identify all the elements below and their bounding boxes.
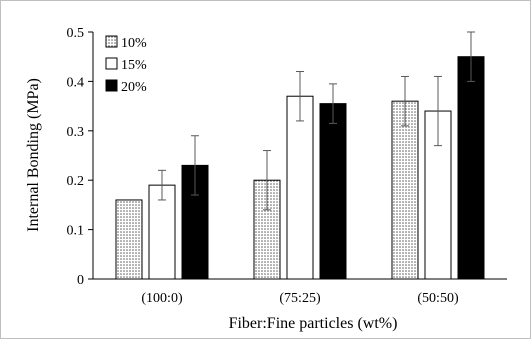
legend-swatch-20pct: [105, 79, 118, 92]
x-axis-ticks: (100:0) (75:25) (50:50): [141, 291, 459, 306]
y-axis-title: Internal Bonding (MPa): [25, 78, 42, 232]
x-tick-label: (50:50): [417, 291, 459, 306]
bar-20pct-1: [319, 103, 347, 280]
bar-20pct-2: [457, 56, 485, 280]
x-tick-label: (100:0): [141, 291, 183, 306]
legend-label: 20%: [121, 80, 147, 95]
legend-swatch-10pct: [105, 35, 118, 48]
y-tick-label: 0: [77, 273, 84, 288]
y-tick-label: 0.4: [67, 75, 85, 90]
x-axis-title: Fiber:Fine particles (wt%): [229, 315, 398, 332]
bar-15pct-1: [286, 95, 314, 280]
legend-label: 15%: [121, 58, 147, 73]
legend-label: 10%: [121, 36, 147, 51]
axes: [92, 32, 507, 280]
bar-10pct-0: [115, 199, 143, 280]
legend-swatch-15pct: [105, 57, 118, 70]
bar-15pct-0: [148, 184, 176, 280]
legend: 10% 15% 20%: [105, 35, 147, 95]
y-axis-ticks: 0 0.1 0.2 0.3 0.4 0.5: [67, 26, 93, 288]
bar-10pct-2: [391, 100, 419, 280]
y-tick-label: 0.5: [67, 26, 85, 41]
y-tick-label: 0.1: [67, 224, 85, 239]
x-tick-label: (75:25): [279, 291, 321, 306]
y-tick-label: 0.3: [67, 125, 85, 140]
error-bars-layer: [158, 31, 475, 211]
y-tick-label: 0.2: [67, 174, 85, 189]
